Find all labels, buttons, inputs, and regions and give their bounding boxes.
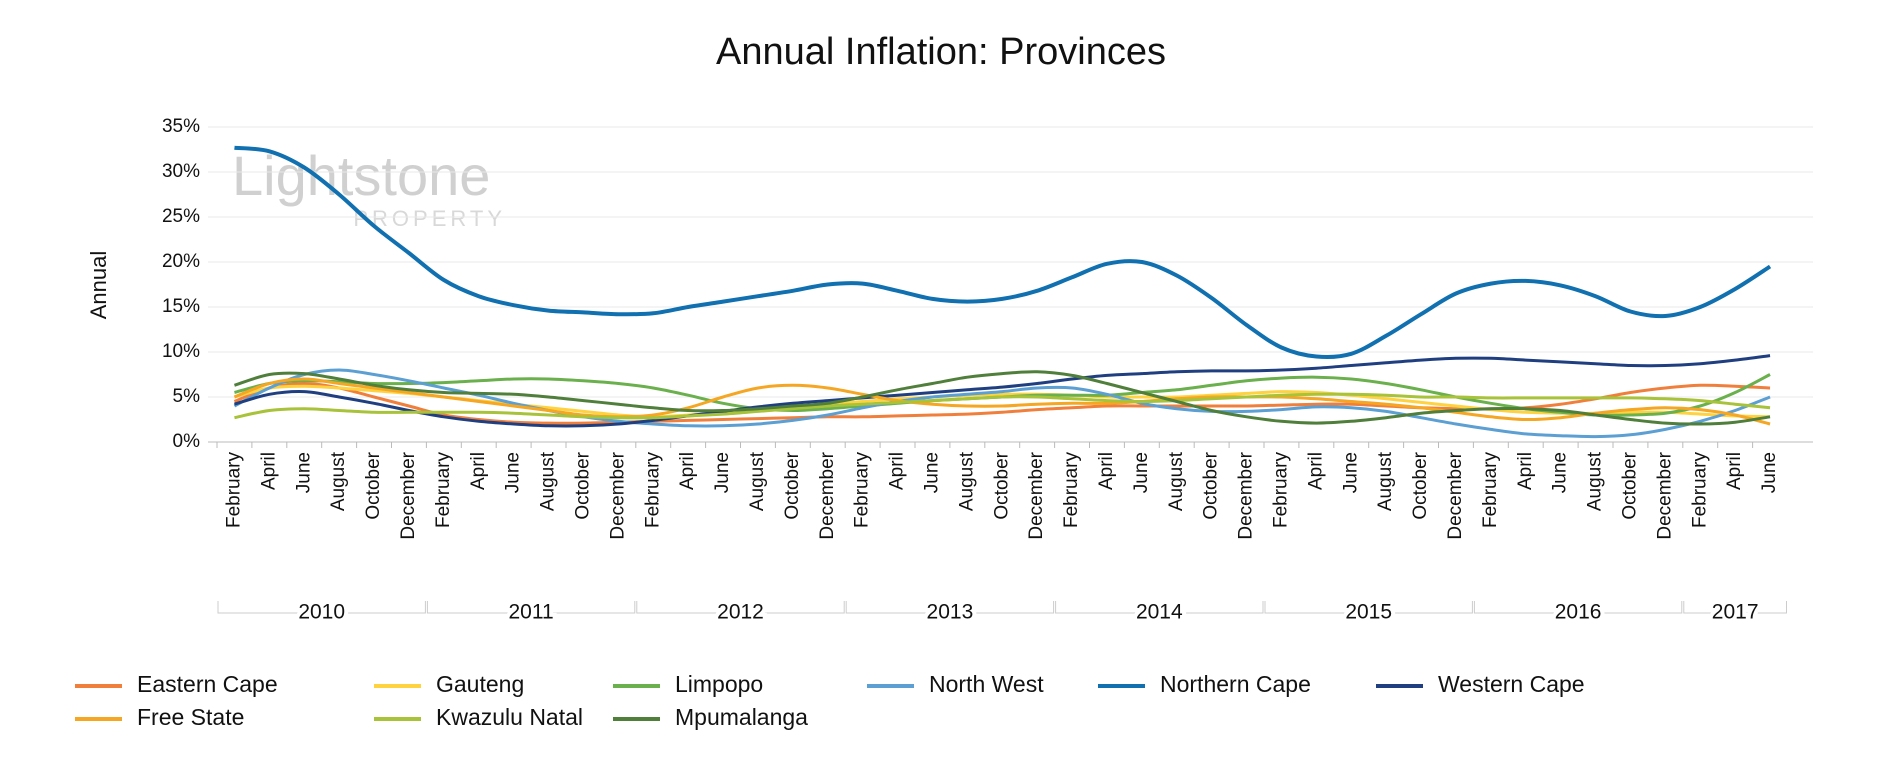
series-line — [233, 370, 1771, 426]
x-tick-label: April — [468, 452, 489, 490]
x-tick-label: June — [293, 452, 314, 493]
x-tick-label: February — [1270, 452, 1291, 529]
x-tick-label: February — [1061, 452, 1082, 529]
x-tick-label: April — [1515, 452, 1536, 490]
x-tick-label: August — [747, 451, 768, 511]
legend-label: North West — [929, 671, 1044, 697]
x-tick-label: December — [1026, 451, 1047, 539]
x-tick-label: October — [363, 451, 384, 519]
x-tick-label: June — [1340, 452, 1361, 493]
y-tick-label: 15% — [162, 296, 200, 317]
y-tick-label: 30% — [162, 161, 200, 182]
year-label: 2013 — [927, 601, 974, 624]
y-tick-label: 5% — [173, 386, 201, 407]
x-tick-label: April — [1096, 452, 1117, 490]
chart-title: Annual Inflation: Provinces — [716, 31, 1166, 73]
watermark-sub: PROPERTY — [353, 206, 506, 231]
x-tick-label: June — [1759, 452, 1780, 493]
x-tick-label: June — [1550, 452, 1571, 493]
year-label: 2014 — [1136, 601, 1183, 624]
year-label: 2017 — [1712, 601, 1759, 624]
y-tick-label: 25% — [162, 206, 200, 227]
y-tick-label: 20% — [162, 251, 200, 272]
legend-label: Northern Cape — [1160, 671, 1311, 697]
series-line — [234, 145, 1772, 360]
x-tick-label: October — [1201, 451, 1222, 519]
x-tick-label: December — [607, 451, 628, 539]
legend-label: Mpumalanga — [675, 704, 808, 730]
x-tick-label: April — [258, 452, 279, 490]
x-tick-label: August — [1166, 451, 1187, 511]
x-tick-label: August — [538, 451, 559, 511]
x-tick-label: June — [921, 452, 942, 493]
x-tick-label: August — [1375, 451, 1396, 511]
series-line — [233, 381, 1771, 425]
y-axis-label: Annual — [86, 251, 111, 320]
y-tick-label: 35% — [162, 116, 200, 137]
x-tick-label: August — [328, 451, 349, 511]
legend-label: Gauteng — [436, 671, 524, 697]
x-tick-label: August — [1585, 451, 1606, 511]
x-tick-label: December — [817, 451, 838, 539]
x-tick-label: October — [991, 451, 1012, 519]
x-tick-label: February — [642, 452, 663, 529]
year-label: 2016 — [1555, 601, 1602, 624]
year-bracket — [1683, 601, 1787, 614]
x-tick-label: February — [1689, 452, 1710, 529]
series-line — [234, 354, 1771, 428]
year-label: 2015 — [1345, 601, 1392, 624]
x-tick-label: April — [887, 452, 908, 490]
x-tick-label: October — [782, 451, 803, 519]
year-bracket — [426, 601, 636, 614]
year-bracket — [1473, 601, 1683, 614]
x-tick-label: April — [1724, 452, 1745, 490]
x-tick-label: December — [398, 451, 419, 539]
x-tick-label: June — [503, 452, 524, 493]
x-tick-label: December — [1445, 451, 1466, 539]
legend-label: Kwazulu Natal — [436, 704, 583, 730]
x-tick-label: October — [572, 451, 593, 519]
legend-label: Western Cape — [1438, 671, 1585, 697]
legend-label: Free State — [137, 704, 244, 730]
series-line — [233, 377, 1771, 426]
y-tick-label: 10% — [162, 341, 200, 362]
x-tick-label: August — [956, 451, 977, 511]
legend-label: Limpopo — [675, 671, 763, 697]
x-tick-label: June — [1131, 452, 1152, 493]
year-label: 2011 — [509, 601, 554, 624]
x-tick-label: February — [223, 452, 244, 529]
x-tick-label: October — [1410, 451, 1431, 519]
year-bracket — [1264, 601, 1473, 614]
year-bracket — [845, 601, 1055, 614]
series-line — [233, 368, 1771, 439]
year-label: 2012 — [717, 601, 764, 624]
x-tick-label: June — [712, 452, 733, 493]
y-tick-label: 0% — [173, 431, 201, 452]
legend-label: Eastern Cape — [137, 671, 278, 697]
x-tick-label: April — [677, 452, 698, 490]
year-bracket — [636, 601, 845, 614]
x-tick-label: February — [1480, 452, 1501, 529]
x-tick-label: December — [1654, 451, 1675, 539]
year-bracket — [217, 601, 426, 614]
x-tick-label: February — [852, 452, 873, 529]
x-tick-label: December — [1236, 451, 1257, 539]
year-label: 2010 — [298, 601, 345, 624]
series-line — [234, 392, 1771, 420]
x-tick-label: October — [1619, 451, 1640, 519]
year-bracket — [1055, 601, 1264, 614]
x-tick-label: April — [1305, 452, 1326, 490]
x-tick-label: February — [433, 452, 454, 529]
